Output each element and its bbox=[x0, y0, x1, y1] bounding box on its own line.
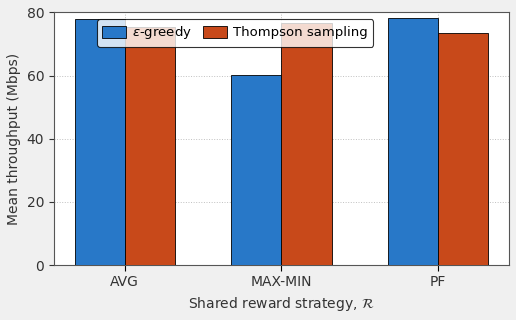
X-axis label: Shared reward strategy, $\mathcal{R}$: Shared reward strategy, $\mathcal{R}$ bbox=[188, 295, 375, 313]
Legend: $\varepsilon$-greedy, Thompson sampling: $\varepsilon$-greedy, Thompson sampling bbox=[97, 19, 374, 47]
Bar bbox=[438, 33, 488, 265]
Y-axis label: Mean throughput (Mbps): Mean throughput (Mbps) bbox=[7, 53, 21, 225]
Bar bbox=[281, 23, 332, 265]
Bar bbox=[74, 19, 125, 265]
Bar bbox=[388, 18, 438, 265]
Bar bbox=[125, 27, 175, 265]
Bar bbox=[231, 75, 281, 265]
